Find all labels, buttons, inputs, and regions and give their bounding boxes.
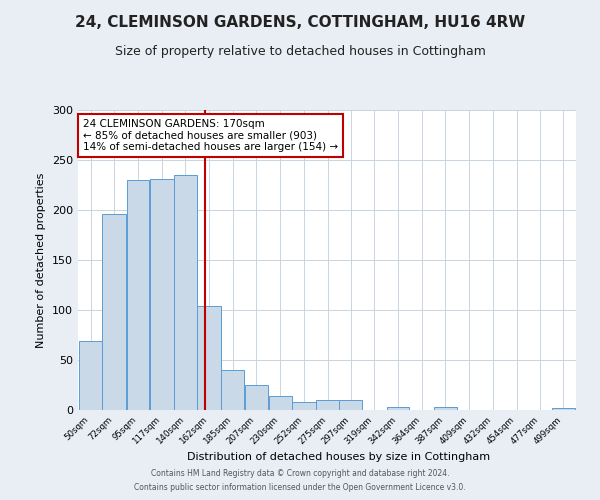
Y-axis label: Number of detached properties: Number of detached properties [37, 172, 46, 348]
Bar [103, 214, 126, 410]
Bar [245, 385, 268, 410]
Text: Contains public sector information licensed under the Open Government Licence v3: Contains public sector information licen… [134, 484, 466, 492]
Bar [150, 179, 173, 410]
Text: Contains HM Land Registry data © Crown copyright and database right 2024.: Contains HM Land Registry data © Crown c… [151, 468, 449, 477]
Bar [197, 306, 221, 410]
Bar [434, 407, 457, 410]
Text: Distribution of detached houses by size in Cottingham: Distribution of detached houses by size … [187, 452, 491, 462]
Bar [316, 400, 339, 410]
Bar [269, 396, 292, 410]
Bar [292, 402, 316, 410]
Bar [174, 175, 197, 410]
Bar [221, 370, 244, 410]
Bar [552, 408, 575, 410]
Bar [386, 407, 409, 410]
Bar [127, 180, 149, 410]
Text: 24 CLEMINSON GARDENS: 170sqm
← 85% of detached houses are smaller (903)
14% of s: 24 CLEMINSON GARDENS: 170sqm ← 85% of de… [83, 119, 338, 152]
Text: Size of property relative to detached houses in Cottingham: Size of property relative to detached ho… [115, 45, 485, 58]
Text: 24, CLEMINSON GARDENS, COTTINGHAM, HU16 4RW: 24, CLEMINSON GARDENS, COTTINGHAM, HU16 … [75, 15, 525, 30]
Bar [79, 341, 102, 410]
Bar [339, 400, 362, 410]
